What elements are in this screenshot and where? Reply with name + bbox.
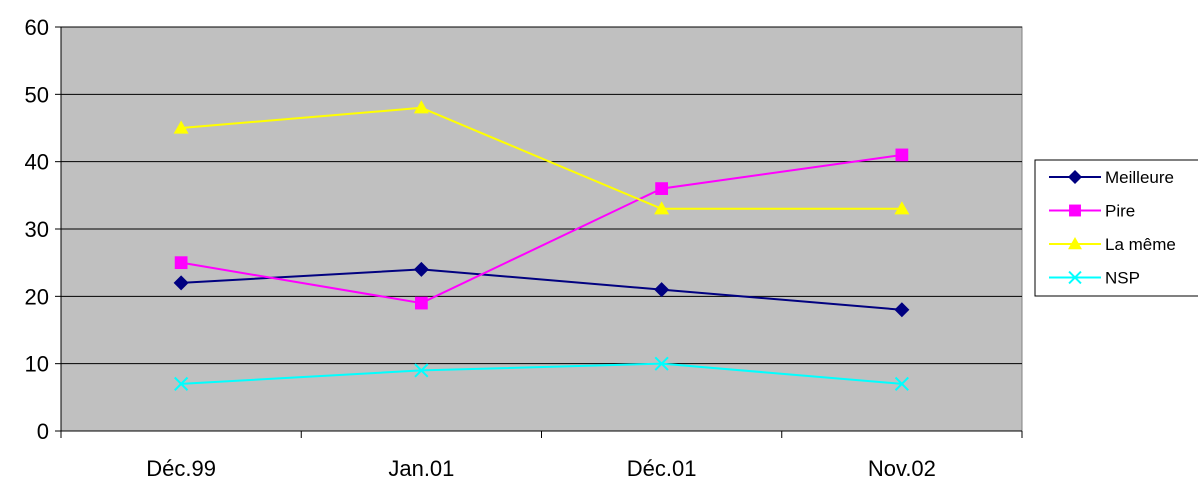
series-0 — [173, 261, 910, 318]
data-point-square — [415, 296, 428, 310]
gridlines — [61, 26, 1022, 365]
series-line — [181, 268, 902, 311]
series-1 — [174, 148, 909, 310]
series-group — [173, 100, 910, 391]
y-tick-label: 40 — [25, 150, 49, 175]
data-point-diamond — [1068, 170, 1082, 184]
data-point-square — [895, 148, 909, 162]
data-point-triangle — [413, 100, 429, 114]
y-tick-label: 30 — [25, 217, 49, 242]
data-point-x — [414, 363, 429, 378]
y-tick-label: 0 — [37, 419, 49, 444]
data-point-x — [174, 376, 189, 391]
series-line — [181, 106, 902, 210]
y-tick-label: 50 — [25, 82, 49, 107]
axes: 0 10 20 30 40 50 60 Déc.99 Jan.01 Déc.01 Nov.02 — [25, 15, 1023, 479]
data-point-square — [174, 256, 188, 270]
data-point-square — [1069, 204, 1081, 217]
data-point-diamond — [654, 282, 670, 298]
y-tick-label: 10 — [25, 352, 49, 377]
series-2 — [173, 100, 910, 215]
legend-item: NSP — [1049, 269, 1140, 288]
data-point-triangle — [1068, 237, 1082, 250]
data-point-x — [894, 376, 909, 391]
series-line — [180, 153, 903, 305]
legend-label: NSP — [1105, 269, 1140, 288]
data-point-triangle — [654, 201, 670, 215]
legend-item: Pire — [1049, 202, 1135, 221]
legend-box — [1034, 159, 1198, 297]
y-tick-label: 20 — [25, 284, 49, 309]
data-point-triangle — [173, 120, 189, 134]
x-tick-label: Nov.02 — [868, 456, 936, 479]
y-tick-label: 60 — [25, 15, 49, 40]
data-point-x — [654, 356, 669, 371]
x-tick-label: Déc.99 — [146, 456, 216, 479]
legend-label: La même — [1105, 235, 1176, 254]
legend-item: La même — [1049, 235, 1176, 254]
legend-item: Meilleure — [1049, 168, 1174, 187]
legend-label: Pire — [1105, 202, 1135, 221]
x-tick-label: Jan.01 — [388, 456, 454, 479]
data-point-diamond — [173, 275, 189, 291]
data-point-diamond — [894, 302, 910, 318]
series-line — [181, 362, 902, 385]
data-point-diamond — [413, 261, 429, 277]
data-point-triangle — [894, 201, 910, 215]
series-3 — [174, 356, 909, 391]
data-point-square — [655, 182, 668, 195]
data-point-x — [1068, 270, 1082, 285]
legend: Meilleure Pire La même NSP — [1034, 159, 1198, 297]
x-tick-label: Déc.01 — [627, 456, 697, 479]
legend-label: Meilleure — [1105, 168, 1174, 187]
